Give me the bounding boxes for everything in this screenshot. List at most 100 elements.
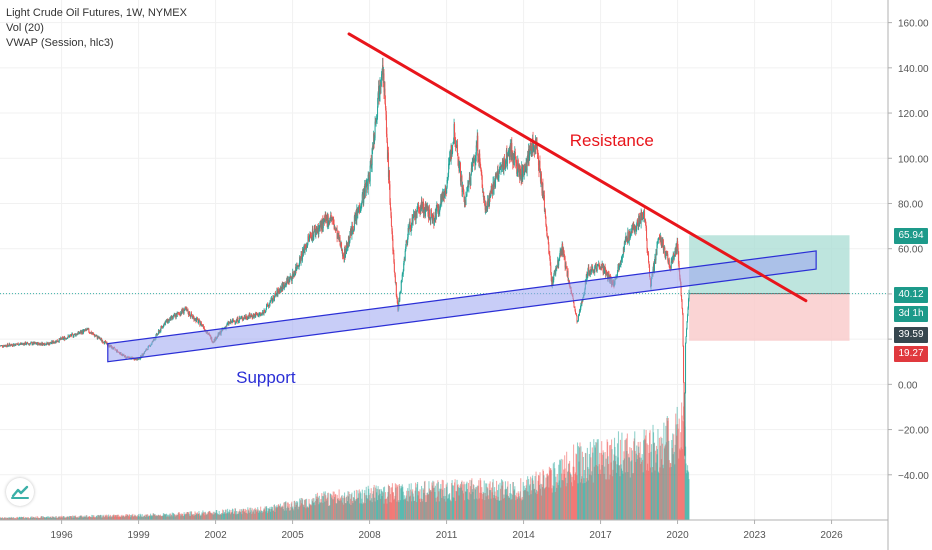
candle-body [160, 326, 162, 328]
volume-indicator-label[interactable]: Vol (20) [6, 22, 44, 34]
resistance-label: Resistance [570, 131, 654, 150]
candle-body [600, 267, 602, 269]
candle-body [347, 243, 349, 248]
symbol-title[interactable]: Light Crude Oil Futures, 1W, NYMEX [6, 7, 187, 19]
candle-body [686, 321, 688, 330]
candle-body [543, 195, 545, 212]
candle-body [157, 333, 159, 335]
support-label: Support [236, 368, 296, 387]
candle-body [471, 161, 473, 172]
candle-body [58, 338, 60, 342]
candle-body [263, 309, 265, 315]
candle-body [374, 137, 376, 142]
candle-body [202, 324, 204, 328]
candle-body [16, 344, 18, 345]
candle-body [458, 167, 460, 172]
candle-body [354, 216, 356, 220]
candle-body [446, 180, 448, 188]
candle-body [453, 141, 455, 143]
candle-body [181, 309, 183, 312]
candle-body [265, 309, 267, 311]
candle-body [183, 308, 185, 313]
candle-body [195, 318, 197, 322]
candle-body [89, 332, 91, 334]
candle-body [283, 287, 285, 289]
candle-body [11, 344, 13, 346]
candle-body [45, 344, 47, 346]
candle-body [653, 262, 655, 271]
candle-body [642, 213, 644, 218]
candle-body [608, 272, 610, 274]
candle-body [60, 337, 62, 339]
candle-body [78, 331, 80, 334]
candle-body [395, 282, 397, 296]
candle-body [22, 343, 24, 344]
candle-body [509, 148, 511, 157]
candle-body [588, 267, 590, 274]
candle-body [422, 201, 424, 214]
candle-body [298, 265, 300, 267]
candle-body [384, 103, 386, 108]
vwap-indicator-label[interactable]: VWAP (Session, hlc3) [6, 37, 114, 49]
candle-body [498, 172, 500, 178]
candle-body [457, 144, 459, 156]
candle-body [590, 271, 592, 275]
candle-body [631, 227, 633, 233]
candle-body [405, 240, 407, 247]
candle-body [360, 204, 362, 208]
candle-body [312, 229, 314, 238]
candle-body [184, 309, 186, 312]
candle-body [605, 270, 607, 275]
candle-body [436, 204, 438, 208]
candle-body [183, 311, 185, 313]
candle-body [630, 232, 632, 236]
candle-body [420, 205, 422, 214]
candle-body [556, 266, 558, 267]
candle-body [227, 323, 229, 324]
candle-body [648, 253, 650, 263]
candle-body [313, 228, 315, 232]
candle-body [468, 180, 470, 188]
candle-body [280, 287, 282, 289]
candle-body [542, 194, 544, 196]
candle-body [63, 338, 65, 340]
candle-body [137, 359, 139, 360]
candle-body [396, 298, 398, 303]
candle-body [576, 321, 578, 323]
current-price-badge: 40.12 [894, 287, 928, 303]
candle-body [246, 318, 248, 319]
position-zones[interactable] [0, 235, 888, 341]
candle-body [333, 223, 335, 229]
candle-body [498, 169, 500, 173]
candle-body [447, 179, 449, 181]
volume-bar [106, 514, 108, 520]
candle-body [253, 314, 255, 317]
candle-body [461, 186, 463, 193]
candle-body [647, 252, 649, 254]
trend-drawings[interactable]: Support Resistance [107, 32, 817, 387]
candle-body [261, 313, 263, 315]
candle-body [87, 328, 89, 330]
candle-body [277, 289, 279, 292]
candle-body [475, 145, 477, 156]
tradingview-logo-icon[interactable] [6, 478, 34, 506]
candle-body [595, 263, 597, 270]
candle-body [284, 283, 286, 287]
candle-body [5, 345, 7, 347]
candle-body [102, 340, 104, 343]
candle-body [137, 358, 139, 360]
candle-body [666, 250, 668, 256]
candle-body [601, 264, 603, 268]
candle-body [444, 193, 446, 197]
candle-body [364, 184, 366, 198]
candle-body [517, 160, 519, 168]
candle-body [50, 342, 52, 344]
candle-body [574, 310, 576, 313]
candle-body [43, 343, 45, 346]
candle-body [53, 342, 55, 344]
candle-body [544, 210, 546, 217]
candle-body [231, 320, 233, 323]
candle-body [460, 178, 462, 182]
candle-body [318, 227, 320, 229]
